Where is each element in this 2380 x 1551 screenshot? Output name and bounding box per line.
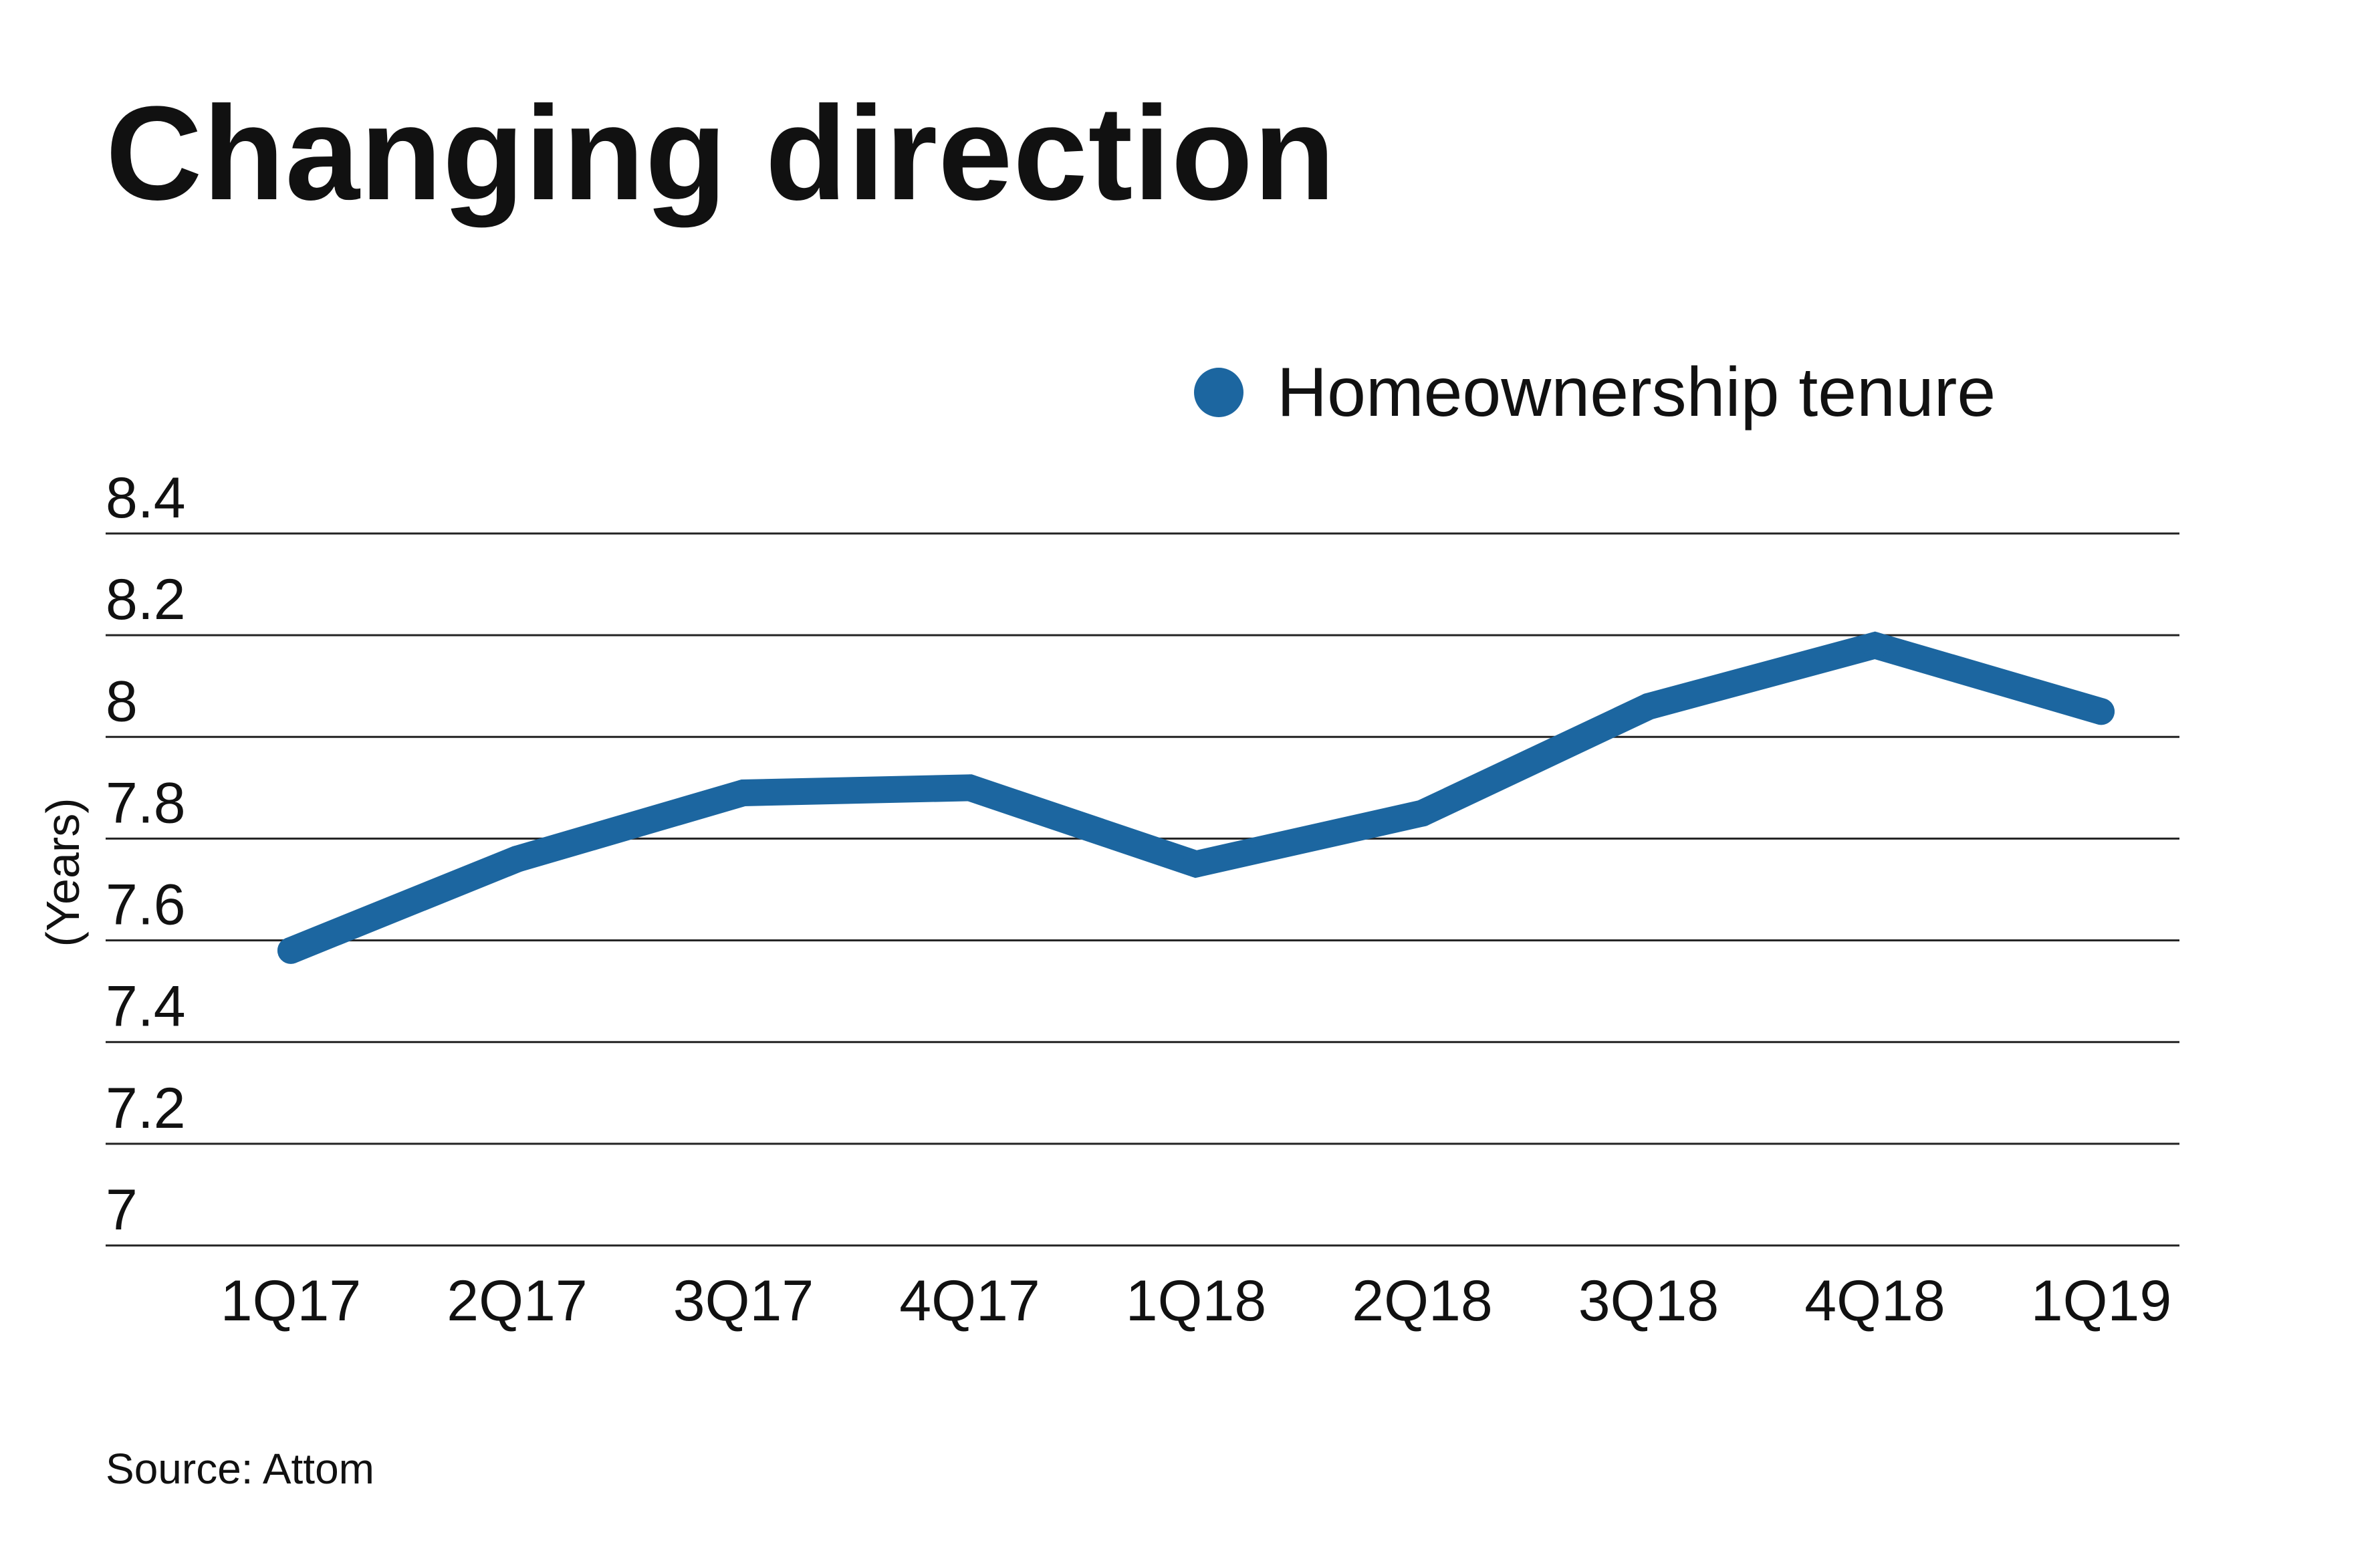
y-tick-label: 8.4 (106, 466, 186, 530)
x-tick-label: 1Q18 (1126, 1269, 1266, 1333)
data-point (1409, 800, 1436, 827)
y-tick-label: 8 (106, 669, 138, 733)
legend-label: Homeownership tenure (1277, 354, 1996, 431)
data-point (2088, 698, 2115, 725)
y-axis-title: (Years) (37, 798, 89, 947)
y-tick-label: 7.4 (106, 975, 186, 1039)
x-tick-label: 1Q17 (221, 1269, 361, 1333)
y-tick-label: 7 (106, 1178, 138, 1242)
x-tick-label: 4Q18 (1804, 1269, 1945, 1333)
x-tick-label: 2Q18 (1352, 1269, 1492, 1333)
y-tick-label: 8.2 (106, 568, 186, 632)
x-tick-label: 3Q17 (673, 1269, 814, 1333)
legend: Homeownership tenure (1194, 354, 1996, 431)
data-point (730, 779, 757, 806)
x-axis-tick-labels: 1Q17 2Q17 3Q17 4Q17 1Q18 2Q18 3Q18 4Q18 1Q19 (221, 1269, 2171, 1333)
x-tick-label: 2Q17 (447, 1269, 587, 1333)
x-tick-label: 3Q18 (1578, 1269, 1719, 1333)
x-tick-label: 4Q17 (899, 1269, 1040, 1333)
data-point (1635, 693, 1662, 720)
data-point (277, 937, 304, 964)
series-layer (277, 631, 2115, 964)
page-title: Changing direction (106, 79, 1336, 228)
source-note: Source: Attom (106, 1445, 374, 1493)
gridlines (106, 532, 2179, 1247)
y-tick-label: 7.2 (106, 1076, 186, 1141)
data-point (1183, 850, 1209, 878)
x-tick-label: 1Q19 (2031, 1269, 2171, 1333)
y-tick-label: 7.8 (106, 771, 186, 835)
data-point (1861, 632, 1889, 659)
y-axis-tick-labels: 8.4 8.2 8 7.8 7.6 7.4 7.2 7 (106, 466, 186, 1242)
legend-marker-icon (1194, 368, 1243, 417)
y-tick-label: 7.6 (106, 873, 186, 937)
data-point (503, 845, 531, 872)
series-line (277, 631, 2115, 964)
data-point (956, 774, 983, 802)
